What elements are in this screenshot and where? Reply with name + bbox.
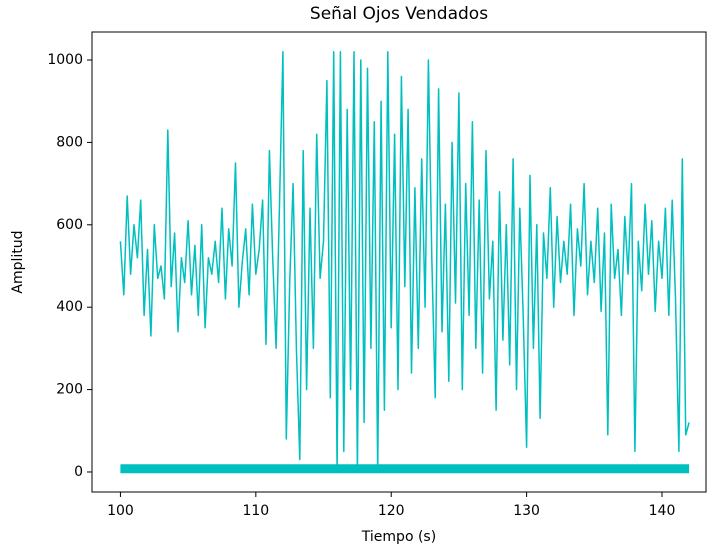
x-tick-label: 130 <box>513 503 540 519</box>
y-tick-label: 600 <box>56 217 83 233</box>
y-tick-label: 400 <box>56 299 83 315</box>
signal-line <box>119 51 690 473</box>
y-tick-label: 0 <box>74 464 83 480</box>
x-tick-label: 110 <box>242 503 269 519</box>
y-tick-label: 200 <box>56 382 83 398</box>
y-tick-label: 1000 <box>47 52 83 68</box>
y-tick-label: 800 <box>56 134 83 150</box>
x-tick-label: 100 <box>107 503 134 519</box>
axes-frame <box>91 31 707 493</box>
x-tick-label: 140 <box>649 503 676 519</box>
x-axis-label: Tiempo (s) <box>361 529 436 545</box>
x-tick-label: 120 <box>378 503 405 519</box>
chart-title: Señal Ojos Vendados <box>310 4 488 24</box>
y-axis-label: Amplitud <box>10 230 26 293</box>
